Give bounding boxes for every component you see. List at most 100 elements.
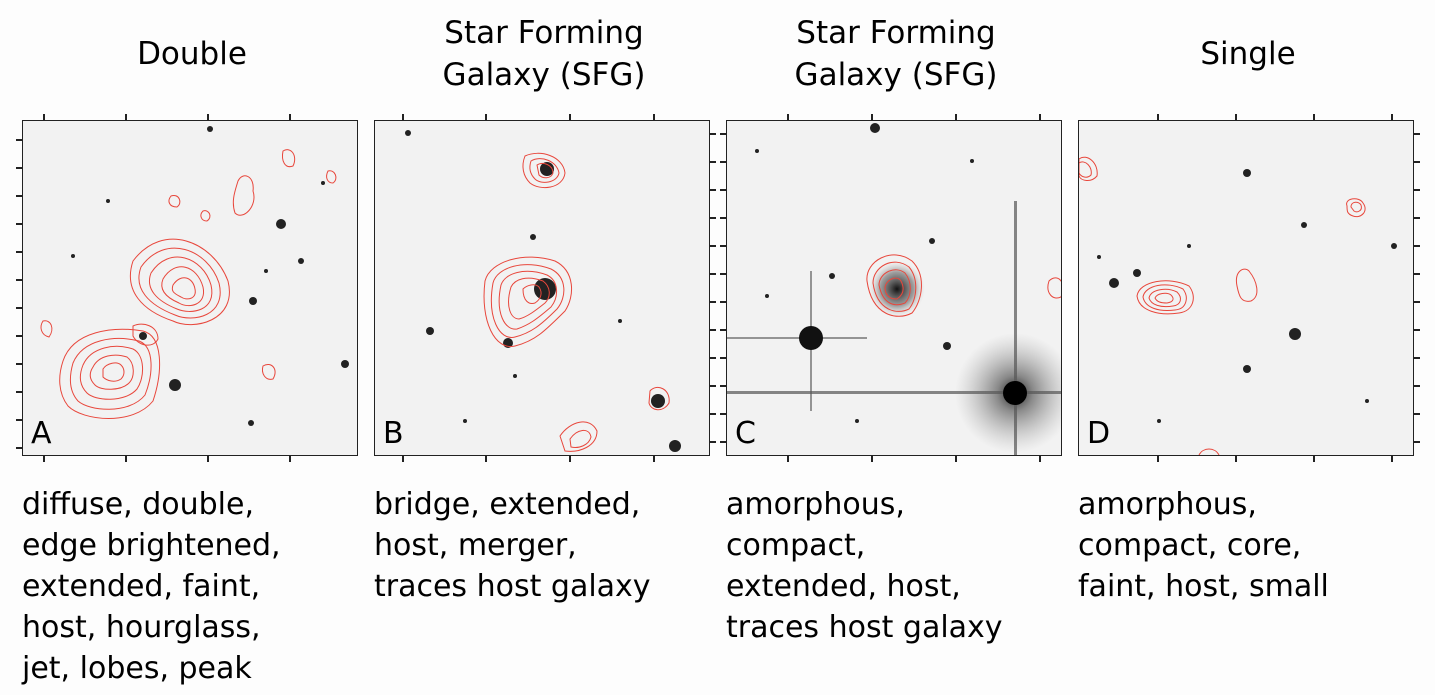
x-tick: [569, 114, 571, 120]
x-tick: [485, 456, 487, 462]
y-tick: [720, 217, 726, 219]
y-tick: [16, 391, 22, 393]
y-tick: [1414, 245, 1420, 247]
y-tick: [720, 357, 726, 359]
y-tick: [16, 167, 22, 169]
y-tick: [1414, 385, 1420, 387]
x-tick: [653, 114, 655, 120]
y-tick: [16, 251, 22, 253]
x-tick: [955, 114, 957, 120]
x-tick: [402, 114, 404, 120]
panel-c-letter: C: [735, 416, 756, 451]
x-tick: [125, 114, 127, 120]
panel-a-image: A: [16, 114, 358, 462]
panel-c: Star Forming Galaxy (SFG): [720, 0, 1066, 695]
x-tick: [1313, 456, 1315, 462]
panel-d: Single D amorphous, comp: [1078, 0, 1420, 695]
y-tick: [720, 413, 726, 415]
y-tick: [16, 279, 22, 281]
y-tick: [710, 301, 716, 303]
panel-d-title: Single: [1200, 36, 1296, 72]
x-tick: [1391, 114, 1393, 120]
panel-a-letter: A: [31, 416, 52, 451]
panel-c-title: Star Forming Galaxy (SFG): [794, 15, 998, 93]
x-tick: [1039, 114, 1041, 120]
x-tick: [787, 456, 789, 462]
x-tick: [1235, 114, 1237, 120]
x-tick: [787, 114, 789, 120]
y-tick: [16, 223, 22, 225]
y-tick: [16, 195, 22, 197]
panel-a-cutout: [40, 126, 349, 426]
y-tick: [1414, 161, 1420, 163]
y-tick: [710, 385, 716, 387]
y-tick: [710, 217, 716, 219]
y-tick: [720, 161, 726, 163]
x-tick: [871, 456, 873, 462]
y-tick: [1414, 301, 1420, 303]
y-tick: [720, 301, 726, 303]
y-tick: [710, 133, 716, 135]
y-tick: [710, 441, 716, 443]
y-tick: [16, 447, 22, 449]
y-tick: [1414, 413, 1420, 415]
y-tick: [16, 307, 22, 309]
y-tick: [710, 413, 716, 415]
x-tick: [402, 456, 404, 462]
y-tick: [720, 245, 726, 247]
panel-a-title: Double: [137, 36, 247, 72]
x-tick: [871, 114, 873, 120]
x-tick: [569, 456, 571, 462]
x-tick: [1313, 114, 1315, 120]
x-tick: [955, 456, 957, 462]
x-tick: [289, 456, 291, 462]
y-tick: [1414, 189, 1420, 191]
panel-b-image: B: [374, 114, 716, 462]
x-tick: [125, 456, 127, 462]
x-tick: [485, 114, 487, 120]
x-tick: [1235, 456, 1237, 462]
panel-b: Star Forming Galaxy (SFG): [374, 0, 716, 695]
panel-d-tags: amorphous, compact, core, faint, host, s…: [1078, 487, 1329, 604]
panel-c-cutout: [727, 123, 1061, 455]
x-tick: [289, 114, 291, 120]
panel-b-tags: bridge, extended, host, merger, traces h…: [374, 487, 651, 604]
y-tick: [16, 419, 22, 421]
panel-d-cutout: [1079, 156, 1397, 455]
panel-d-image: D: [1078, 114, 1420, 462]
y-tick: [1414, 441, 1420, 443]
y-tick: [710, 161, 716, 163]
y-tick: [16, 363, 22, 365]
y-tick: [720, 273, 726, 275]
panel-c-image: C: [720, 114, 1062, 462]
y-tick: [16, 335, 22, 337]
y-tick: [1414, 357, 1420, 359]
y-tick: [720, 189, 726, 191]
y-tick: [1414, 217, 1420, 219]
panel-a: Double: [16, 0, 362, 695]
panel-b-title: Star Forming Galaxy (SFG): [442, 15, 646, 93]
x-tick: [43, 114, 45, 120]
x-tick: [43, 456, 45, 462]
y-tick: [720, 133, 726, 135]
y-tick: [16, 139, 22, 141]
x-tick: [1039, 456, 1041, 462]
y-tick: [1414, 329, 1420, 331]
y-tick: [710, 245, 716, 247]
panel-b-letter: B: [383, 416, 404, 451]
y-tick: [710, 273, 716, 275]
y-tick: [1414, 273, 1420, 275]
panel-d-letter: D: [1087, 416, 1111, 451]
y-tick: [1414, 133, 1420, 135]
y-tick: [710, 189, 716, 191]
y-tick: [720, 441, 726, 443]
panel-b-cutout: [405, 130, 681, 452]
panel-a-tags: diffuse, double, edge brightened, extend…: [22, 487, 281, 686]
y-tick: [710, 357, 716, 359]
x-tick: [207, 114, 209, 120]
y-tick: [720, 329, 726, 331]
panel-c-tags: amorphous, compact, extended, host, trac…: [726, 487, 1003, 645]
x-tick: [1157, 456, 1159, 462]
y-tick: [720, 385, 726, 387]
x-tick: [1391, 456, 1393, 462]
